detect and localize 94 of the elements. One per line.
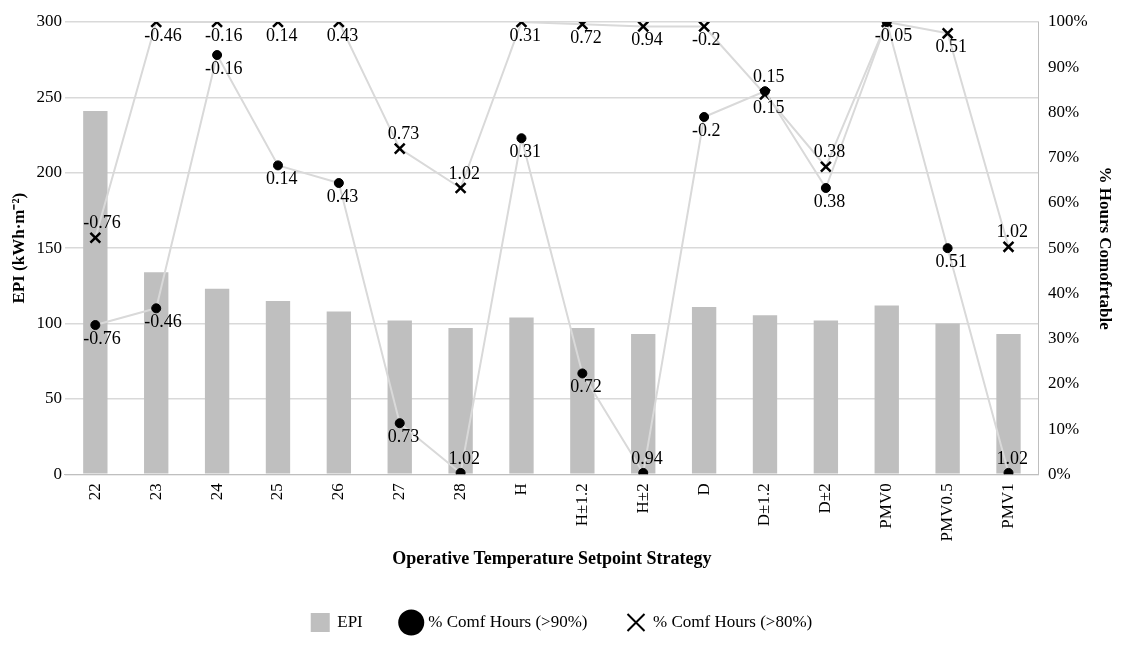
- x-tick-label: 28: [450, 483, 470, 501]
- point: [1002, 240, 1015, 253]
- y2-tick-label: 20%: [1047, 373, 1080, 393]
- x-axis-title: Operative Temperature Setpoint Strategy: [392, 547, 712, 568]
- point: [699, 111, 710, 122]
- x-tick-label: 27: [389, 482, 409, 501]
- point: [638, 467, 649, 475]
- x-tick-label: PMV0.5: [937, 483, 957, 542]
- x-tick-label: 23: [145, 483, 165, 501]
- y-tick-label: 150: [36, 237, 62, 257]
- y2-axis-title: % Hours Comofrtable: [1096, 166, 1116, 331]
- x-tick-label: 22: [84, 483, 104, 501]
- annotation: 0.38: [813, 141, 846, 162]
- annotation: 0.31: [509, 24, 541, 45]
- y-tick-label: 200: [36, 162, 62, 182]
- annotation: 0.43: [326, 186, 359, 207]
- point: [454, 181, 467, 195]
- legend-label: % Comf Hours (>90%): [428, 611, 588, 631]
- point: [333, 178, 344, 189]
- point: [212, 50, 223, 61]
- point: [1003, 467, 1014, 475]
- y-axis-title: EPI (kWh·m⁻²): [8, 192, 28, 304]
- annotation: 0.38: [813, 190, 846, 211]
- point: [697, 22, 711, 33]
- x-tick-label: PMV0: [876, 483, 896, 529]
- annotation: 0.15: [752, 66, 785, 87]
- annotation: -0.2: [692, 29, 721, 50]
- point: [394, 418, 405, 429]
- annotation: 1.02: [996, 447, 1028, 468]
- point: [151, 303, 162, 314]
- y2-tick-label: 60%: [1047, 192, 1080, 212]
- annotation: 0.94: [631, 29, 663, 50]
- annotation: -0.2: [692, 119, 721, 140]
- point: [272, 160, 283, 171]
- x-tick-label: H: [510, 483, 530, 496]
- point: [637, 22, 650, 33]
- y-tick-label: 0: [53, 463, 62, 483]
- y-tick-label: 50: [44, 388, 62, 408]
- y2-tick-label: 30%: [1047, 328, 1080, 348]
- annotation: -0.46: [144, 311, 182, 332]
- point: [941, 27, 954, 40]
- point: [820, 183, 831, 193]
- legend-label: EPI: [337, 611, 364, 631]
- x-tick-label: D±1.2: [754, 483, 774, 527]
- annotation: 1.02: [448, 447, 481, 468]
- annotation: 1.02: [448, 162, 481, 183]
- annotation: 0.51: [935, 36, 968, 57]
- y-tick-label: 100: [36, 313, 62, 332]
- x-tick-label: H±2: [632, 483, 652, 514]
- x-tick-label: D±2: [815, 483, 835, 514]
- annotation: -0.76: [83, 212, 121, 233]
- y2-tick-label: 90%: [1047, 56, 1080, 76]
- annotation: 0.72: [570, 27, 602, 47]
- point: [942, 243, 953, 254]
- x-tick-label: 25: [267, 483, 287, 501]
- annotation: -0.16: [205, 57, 243, 78]
- annotation: 0.14: [265, 24, 298, 45]
- x-tick-label: PMV1: [997, 483, 1017, 529]
- annotation: 0.73: [387, 425, 420, 446]
- annotation: 1.02: [996, 221, 1028, 242]
- point: [577, 368, 588, 379]
- annotation: 0.51: [935, 250, 968, 271]
- y2-tick-label: 10%: [1047, 418, 1080, 438]
- y2-tick-label: 80%: [1047, 101, 1080, 121]
- annotation: 0.43: [326, 24, 359, 45]
- annotation: -0.46: [144, 24, 182, 45]
- point: [759, 86, 770, 97]
- annotation: 0.31: [509, 140, 541, 161]
- y2-tick-label: 50%: [1047, 237, 1080, 257]
- point: [393, 142, 406, 155]
- y-tick-label: 250: [36, 86, 62, 106]
- x-tick-label: D: [693, 483, 713, 496]
- x-tick-label: 24: [206, 482, 226, 501]
- y2-tick-label: 40%: [1047, 282, 1080, 302]
- y2-tick-label: 100%: [1047, 11, 1088, 31]
- annotation: 0.14: [265, 167, 298, 188]
- annotation: -0.05: [874, 24, 913, 45]
- point: [516, 133, 527, 144]
- point: [89, 231, 102, 244]
- legend-label: % Comf Hours (>80%): [653, 611, 813, 631]
- y2-tick-label: 70%: [1047, 147, 1080, 167]
- point: [90, 320, 101, 331]
- annotation: 0.72: [570, 376, 602, 397]
- point: [455, 467, 466, 475]
- point: [819, 160, 833, 173]
- y2-tick-label: 0%: [1047, 463, 1071, 483]
- annotation: 0.73: [387, 123, 420, 144]
- x-tick-label: H±1.2: [571, 483, 591, 527]
- y-tick-label: 300: [36, 11, 62, 31]
- annotation: 0.94: [631, 447, 663, 468]
- x-tick-label: 26: [328, 483, 348, 501]
- annotation: -0.76: [83, 327, 121, 348]
- annotation: -0.16: [205, 24, 243, 45]
- annotation: 0.15: [752, 97, 785, 118]
